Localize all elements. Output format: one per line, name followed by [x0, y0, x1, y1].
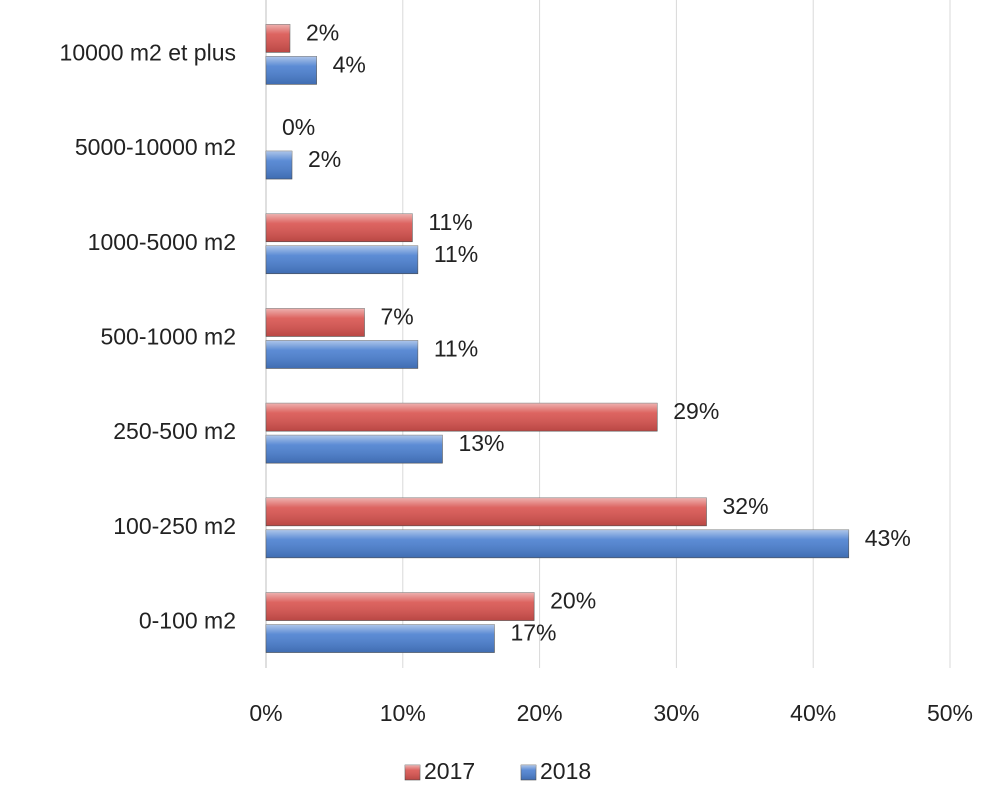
y-tick-label: 10000 m2 et plus	[60, 39, 236, 65]
legend-swatch-shine	[521, 765, 536, 780]
x-tick-label: 10%	[380, 700, 426, 726]
bar-shine	[266, 24, 290, 53]
data-label: 17%	[510, 620, 556, 646]
x-tick-label: 50%	[927, 700, 973, 726]
data-label: 43%	[865, 525, 911, 551]
bar-shine	[266, 308, 365, 337]
data-label: 0%	[282, 114, 315, 140]
y-tick-label: 100-250 m2	[113, 513, 236, 539]
data-label: 11%	[434, 241, 478, 267]
bar-shine	[266, 592, 535, 621]
data-label: 2%	[308, 146, 341, 172]
data-label: 4%	[333, 51, 366, 77]
data-label: 32%	[722, 493, 768, 519]
y-tick-label: 5000-10000 m2	[75, 134, 236, 160]
data-label: 7%	[380, 304, 413, 330]
legend-label: 2018	[540, 758, 591, 784]
data-label: 11%	[434, 336, 478, 362]
y-tick-label: 500-1000 m2	[100, 324, 236, 350]
bar-shine	[266, 403, 658, 432]
x-tick-label: 40%	[790, 700, 836, 726]
legend-swatch-shine	[405, 765, 420, 780]
x-tick-label: 0%	[249, 700, 282, 726]
y-tick-label: 1000-5000 m2	[88, 229, 236, 255]
data-label: 20%	[550, 588, 596, 614]
bar-shine	[266, 624, 495, 653]
bar-shine	[266, 435, 443, 464]
data-label: 13%	[458, 430, 504, 456]
legend-label: 2017	[424, 758, 475, 784]
bar-shine	[266, 56, 317, 85]
bar-shine	[266, 340, 418, 369]
data-label: 2%	[306, 19, 339, 45]
bar-shine	[266, 213, 413, 242]
y-tick-label: 0-100 m2	[139, 608, 236, 634]
data-label: 29%	[673, 398, 719, 424]
data-label: 11%	[428, 209, 472, 235]
x-tick-label: 20%	[517, 700, 563, 726]
bar-shine	[266, 245, 418, 274]
bar-shine	[266, 151, 292, 180]
y-tick-label: 250-500 m2	[113, 418, 236, 444]
x-tick-label: 30%	[653, 700, 699, 726]
bar-shine	[266, 497, 707, 526]
bar-shine	[266, 529, 849, 558]
